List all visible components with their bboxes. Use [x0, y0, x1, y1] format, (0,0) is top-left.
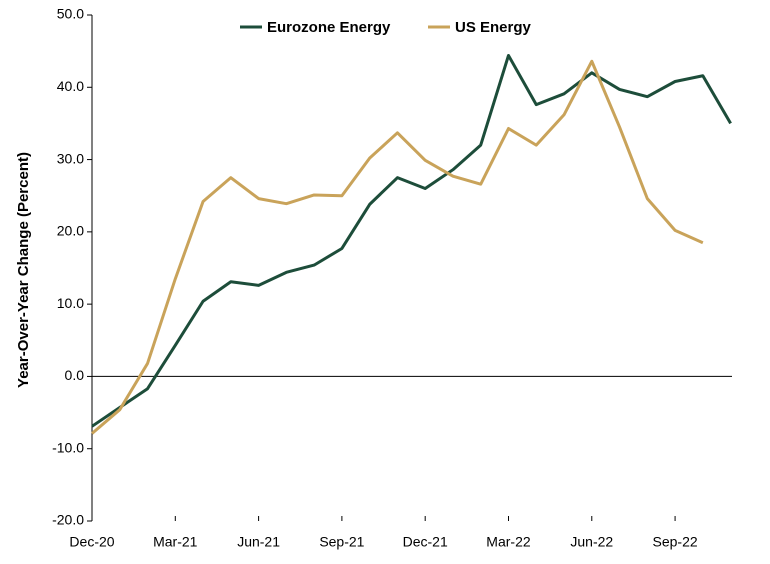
x-tick-label: Jun-21	[237, 534, 280, 550]
x-tick-label: Mar-22	[486, 534, 531, 550]
line-series	[91, 59, 704, 435]
y-tick-label: 40.0	[57, 78, 84, 94]
y-tick-label: 0.0	[65, 367, 85, 383]
x-tick-label: Dec-20	[69, 534, 114, 550]
y-tick-label: 10.0	[57, 295, 84, 311]
x-tick-label: Dec-21	[403, 534, 448, 550]
y-tick-label: 20.0	[57, 223, 84, 239]
x-tick-label: Sep-22	[653, 534, 698, 550]
y-tick-label: -10.0	[52, 439, 84, 455]
y-axis-label: Year-Over-Year Change (Percent)	[15, 152, 32, 388]
y-tick-label: 30.0	[57, 150, 84, 166]
x-tick-label: Mar-21	[153, 534, 198, 550]
y-tick-label: 50.0	[57, 6, 84, 22]
y-tick-label: -20.0	[52, 512, 84, 528]
legend-label: US Energy	[455, 19, 532, 36]
legend-label: Eurozone Energy	[267, 19, 391, 36]
x-tick-label: Sep-21	[319, 534, 364, 550]
x-tick-label: Jun-22	[570, 534, 613, 550]
line-series	[91, 53, 732, 428]
